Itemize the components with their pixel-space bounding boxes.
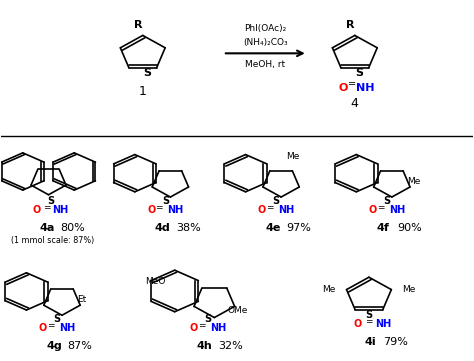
Text: 4f: 4f xyxy=(376,223,389,232)
Text: S: S xyxy=(383,196,391,206)
Text: 4i: 4i xyxy=(364,337,376,347)
Text: NH: NH xyxy=(168,205,184,215)
Text: 79%: 79% xyxy=(383,337,408,347)
Text: 80%: 80% xyxy=(60,223,85,232)
Text: O: O xyxy=(338,83,348,93)
Text: Me: Me xyxy=(286,152,300,161)
Text: Me: Me xyxy=(323,284,336,293)
Text: O: O xyxy=(33,205,41,215)
Text: S: S xyxy=(356,68,364,78)
Text: NH: NH xyxy=(389,205,405,215)
Text: Me: Me xyxy=(407,177,420,186)
Text: 38%: 38% xyxy=(176,223,201,232)
Text: 4d: 4d xyxy=(155,223,170,232)
Text: S: S xyxy=(162,196,169,206)
Text: NH: NH xyxy=(375,319,391,329)
Text: R: R xyxy=(346,20,355,30)
Text: S: S xyxy=(144,68,152,78)
Text: 1: 1 xyxy=(139,84,146,97)
Text: 4e: 4e xyxy=(265,223,281,232)
Text: S: S xyxy=(365,310,373,321)
Text: O: O xyxy=(190,323,198,333)
Text: =: = xyxy=(43,203,50,212)
Text: O: O xyxy=(369,205,377,215)
Text: O: O xyxy=(258,205,266,215)
Text: Et: Et xyxy=(77,295,86,304)
Text: S: S xyxy=(47,196,54,206)
Text: =: = xyxy=(348,79,356,90)
Text: 32%: 32% xyxy=(218,341,243,351)
Text: NH: NH xyxy=(356,83,374,93)
Text: (NH₄)₂CO₃: (NH₄)₂CO₃ xyxy=(243,38,288,47)
Text: 4: 4 xyxy=(351,97,359,110)
Text: PhI(OAc)₂: PhI(OAc)₂ xyxy=(244,24,286,33)
Text: MeOH, rt: MeOH, rt xyxy=(245,60,285,69)
Text: =: = xyxy=(266,203,274,212)
Text: S: S xyxy=(54,314,61,324)
Text: S: S xyxy=(273,196,280,206)
Text: OMe: OMe xyxy=(228,306,248,315)
Text: =: = xyxy=(47,321,55,330)
Text: NH: NH xyxy=(59,323,75,333)
Text: Me: Me xyxy=(402,284,415,293)
Text: S: S xyxy=(204,314,211,324)
Text: 4a: 4a xyxy=(39,223,55,232)
Text: R: R xyxy=(134,20,142,30)
Text: =: = xyxy=(155,203,163,212)
Text: NH: NH xyxy=(210,323,226,333)
Text: 90%: 90% xyxy=(397,223,422,232)
Text: NH: NH xyxy=(52,205,68,215)
Text: 97%: 97% xyxy=(286,223,311,232)
Text: 4g: 4g xyxy=(46,341,62,351)
Text: =: = xyxy=(365,318,373,326)
Text: MeO: MeO xyxy=(145,277,165,286)
Text: =: = xyxy=(377,203,384,212)
Text: O: O xyxy=(39,323,47,333)
Text: (1 mmol scale: 87%): (1 mmol scale: 87%) xyxy=(11,236,94,245)
Text: =: = xyxy=(198,321,205,330)
Text: NH: NH xyxy=(278,205,295,215)
Text: 87%: 87% xyxy=(67,341,92,351)
Text: O: O xyxy=(353,319,361,329)
Text: 4h: 4h xyxy=(197,341,213,351)
Text: O: O xyxy=(147,205,155,215)
